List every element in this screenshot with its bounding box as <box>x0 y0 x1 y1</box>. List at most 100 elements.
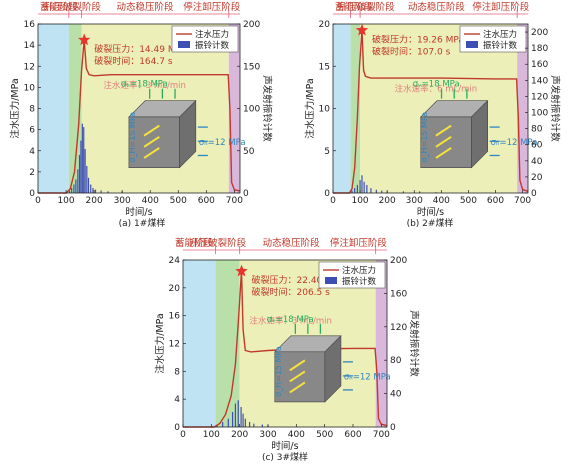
x-tick-label: 600 <box>487 196 504 206</box>
y2-tick-label: 100 <box>531 109 548 119</box>
x-tick-label: 600 <box>344 430 361 440</box>
legend-counts-label: 振铃计数 <box>342 276 377 287</box>
fracture-mark <box>289 359 306 372</box>
left-axis-title: 注水压力/MPa <box>304 78 316 139</box>
stage-label: 升压破裂阶段 <box>44 1 102 13</box>
right-axis-title: 声发射振铃计数 <box>408 310 420 377</box>
sigma-h-label: σₕ=12 MPa <box>344 372 391 382</box>
x-tick-label: 400 <box>433 196 450 206</box>
y2-tick-label: 0 <box>243 189 249 199</box>
x-tick-label: 0 <box>35 196 41 206</box>
count-bar <box>227 418 229 427</box>
count-bar <box>107 191 109 193</box>
count-bar <box>402 191 405 193</box>
stage-label: 蓄能阶段 <box>175 237 214 249</box>
count-bar <box>419 191 421 193</box>
count-bar <box>242 413 244 427</box>
y2-tick-label: 40 <box>531 157 543 167</box>
count-bar <box>75 179 77 193</box>
stage-band-storage <box>333 24 351 193</box>
subplot-caption: (b) 2#煤样 <box>407 217 454 229</box>
stage-label: 动态稳压阶段 <box>263 237 321 249</box>
y2-tick-label: 180 <box>531 44 548 54</box>
right-axis-title: 声发射振铃计数 <box>261 75 273 142</box>
stage-label: 升压破裂阶段 <box>189 237 247 249</box>
count-bar <box>248 421 251 427</box>
y-tick-label: 5 <box>324 147 330 157</box>
flow-rate-label: 注水速率：3 mL/min <box>249 315 332 326</box>
y2-tick-label: 160 <box>390 289 407 299</box>
y2-tick-label: 200 <box>531 28 548 38</box>
count-bar <box>363 181 365 193</box>
break-time-label: 破裂时间：164.7 s <box>94 55 173 67</box>
x-tick-label: 500 <box>170 196 187 206</box>
x-tick-label: 300 <box>406 196 423 206</box>
x-tick-label: 400 <box>142 196 159 206</box>
stage-band-boost <box>350 24 361 193</box>
count-bar <box>253 423 255 427</box>
flow-rate-label: 注水速率：6 mL/min <box>395 84 478 95</box>
legend-bar-swatch <box>466 41 478 48</box>
count-bar <box>78 154 81 193</box>
break-pressure-label: 破裂压力：14.49 MPa <box>94 43 186 55</box>
stage-band-boost <box>68 24 82 193</box>
count-bar <box>375 189 377 193</box>
y-tick-label: 8 <box>29 105 35 115</box>
count-bar <box>359 180 361 193</box>
stage-label: 停注卸压阶段 <box>183 1 241 13</box>
fracture-mark <box>143 135 160 148</box>
stage-band-unload <box>228 24 240 193</box>
x-tick-label: 200 <box>231 430 248 440</box>
count-bar <box>435 192 437 193</box>
x-tick-label: 0 <box>330 196 336 206</box>
count-bar <box>92 187 94 193</box>
x-tick-label: 500 <box>460 196 477 206</box>
y-tick-label: 6 <box>29 126 35 136</box>
x-tick-label: 700 <box>373 430 390 440</box>
count-bar <box>351 190 353 193</box>
x-tick-label: 700 <box>514 196 531 206</box>
y-tick-label: 12 <box>169 340 180 350</box>
legend-bar-swatch <box>178 41 190 48</box>
stage-band-unload <box>375 260 387 427</box>
left-axis-title: 注水压力/MPa <box>9 78 21 139</box>
count-bar <box>84 149 86 193</box>
count-bar <box>261 424 263 427</box>
count-bar <box>90 184 92 193</box>
count-bar <box>86 165 88 193</box>
x-tick-label: 400 <box>288 430 305 440</box>
x-axis-title: 时间/s <box>125 206 152 218</box>
y-tick-label: 4 <box>174 395 180 405</box>
y2-tick-label: 200 <box>243 20 260 30</box>
pressure-line <box>183 271 388 428</box>
x-tick-label: 200 <box>379 196 396 206</box>
x-tick-label: 300 <box>114 196 131 206</box>
legend-pressure-label: 注水压力 <box>195 29 229 40</box>
y2-tick-label: 150 <box>243 62 260 72</box>
y2-tick-label: 50 <box>243 147 255 157</box>
y-tick-label: 8 <box>174 367 180 377</box>
count-bar <box>366 184 368 193</box>
count-bar <box>240 406 242 427</box>
x-tick-label: 700 <box>226 196 243 206</box>
y-tick-label: 16 <box>24 20 36 30</box>
break-time-label: 破裂时间：206.5 s <box>252 286 331 298</box>
y2-tick-label: 140 <box>531 76 548 86</box>
y2-tick-label: 80 <box>390 356 402 366</box>
y-tick-label: 10 <box>24 83 36 93</box>
breakdown-star <box>235 264 248 277</box>
breakdown-star <box>355 23 369 36</box>
stage-label: 动态稳压阶段 <box>117 1 175 13</box>
fracture-mark <box>143 147 160 159</box>
count-bar <box>73 184 75 193</box>
count-bar <box>237 400 239 427</box>
break-pressure-label: 破裂压力：19.26 MPa <box>372 33 464 45</box>
y-tick-label: 15 <box>319 62 330 72</box>
breakdown-star <box>78 33 91 46</box>
sigma-h-label: σₕ=12 MPa <box>491 138 538 148</box>
y2-tick-label: 0 <box>531 189 537 199</box>
y-tick-label: 24 <box>169 256 181 266</box>
y-tick-label: 4 <box>29 147 35 157</box>
y2-tick-label: 120 <box>531 92 548 102</box>
